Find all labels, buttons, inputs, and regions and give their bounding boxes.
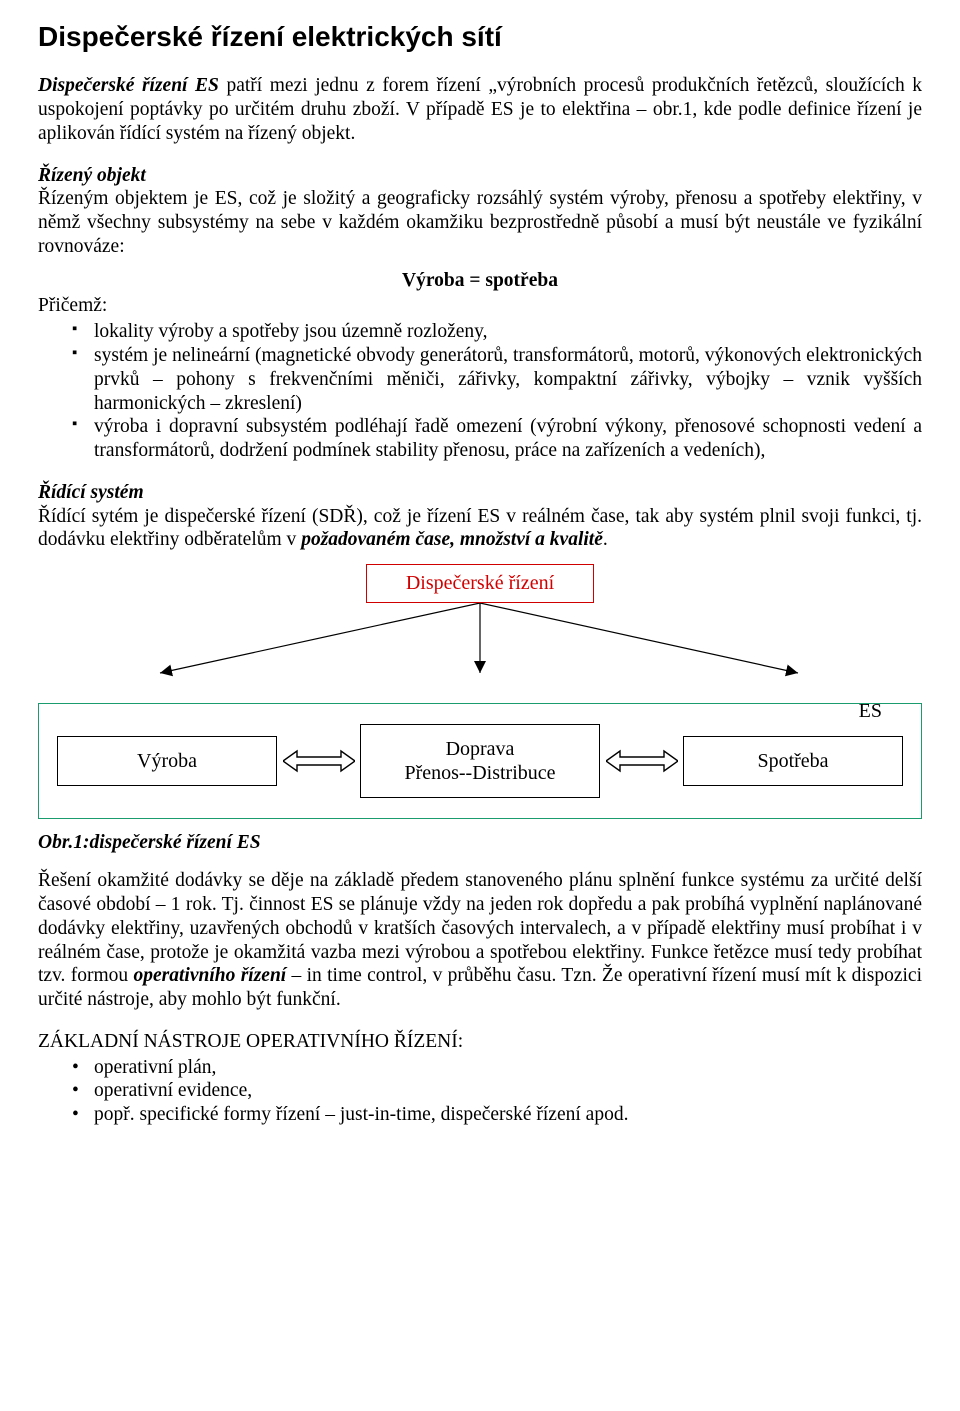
text: . <box>603 529 608 550</box>
figure-caption: Obr.1:dispečerské řízení ES <box>38 831 922 855</box>
node-dispecer: Dispečerské řízení <box>366 564 594 602</box>
list-item: systém je nelineární (magnetické obvody … <box>38 344 922 415</box>
page-title: Dispečerské řízení elektrických sítí <box>38 20 922 54</box>
text: Přenos--Distribuce <box>369 761 591 785</box>
text: Doprava <box>369 737 591 761</box>
list-item: výroba i dopravní subsystém podléhají řa… <box>38 415 922 463</box>
flowchart: Dispečerské řízení ES Výroba Doprava Pře… <box>38 564 922 819</box>
heading-tools: ZÁKLADNÍ NÁSTROJE OPERATIVNÍHO ŘÍZENÍ: <box>38 1030 922 1054</box>
bidir-arrow-icon <box>283 749 355 773</box>
paragraph-objekt: Řízeným objektem je ES, což je složitý a… <box>38 187 922 258</box>
node-vyroba: Výroba <box>57 736 277 786</box>
equation: Výroba = spotřeba <box>38 269 922 293</box>
bidir-arrow-icon <box>606 749 678 773</box>
paragraph-reseni: Řešení okamžité dodávky se děje na zákla… <box>38 869 922 1012</box>
es-box: Výroba Doprava Přenos--Distribuce Spotře… <box>38 703 922 820</box>
tools-list: operativní plán, operativní evidence, po… <box>38 1056 922 1127</box>
es-container: ES Výroba Doprava Přenos--Distribuce Spo… <box>38 703 922 820</box>
bold-term: požadovaném čase, množství a kvalitě <box>301 529 603 550</box>
list-item: lokality výroby a spotřeby jsou územně r… <box>38 320 922 344</box>
connector-svg <box>38 603 922 677</box>
list-item: popř. specifické formy řízení – just-in-… <box>38 1103 922 1127</box>
node-spotreba: Spotřeba <box>683 736 903 786</box>
paragraph-intro: Dispečerské řízení ES patří mezi jednu z… <box>38 74 922 145</box>
heading-rizeny-objekt: Řízený objekt <box>38 164 922 188</box>
heading-ridici-system: Řídící systém <box>38 481 922 505</box>
paragraph-system: Řídící sytém je dispečerské řízení (SDŘ)… <box>38 505 922 553</box>
list-item: operativní evidence, <box>38 1079 922 1103</box>
bullet-list: lokality výroby a spotřeby jsou územně r… <box>38 320 922 463</box>
bold-term: operativního řízení <box>134 965 287 986</box>
es-label: ES <box>859 699 882 723</box>
heading-label: Řídící systém <box>38 482 144 503</box>
heading-label: Řízený objekt <box>38 165 146 186</box>
pricemz-label: Přičemž: <box>38 294 922 318</box>
list-item: operativní plán, <box>38 1056 922 1080</box>
bold-term: Dispečerské řízení ES <box>38 75 219 96</box>
node-doprava: Doprava Přenos--Distribuce <box>360 724 600 799</box>
